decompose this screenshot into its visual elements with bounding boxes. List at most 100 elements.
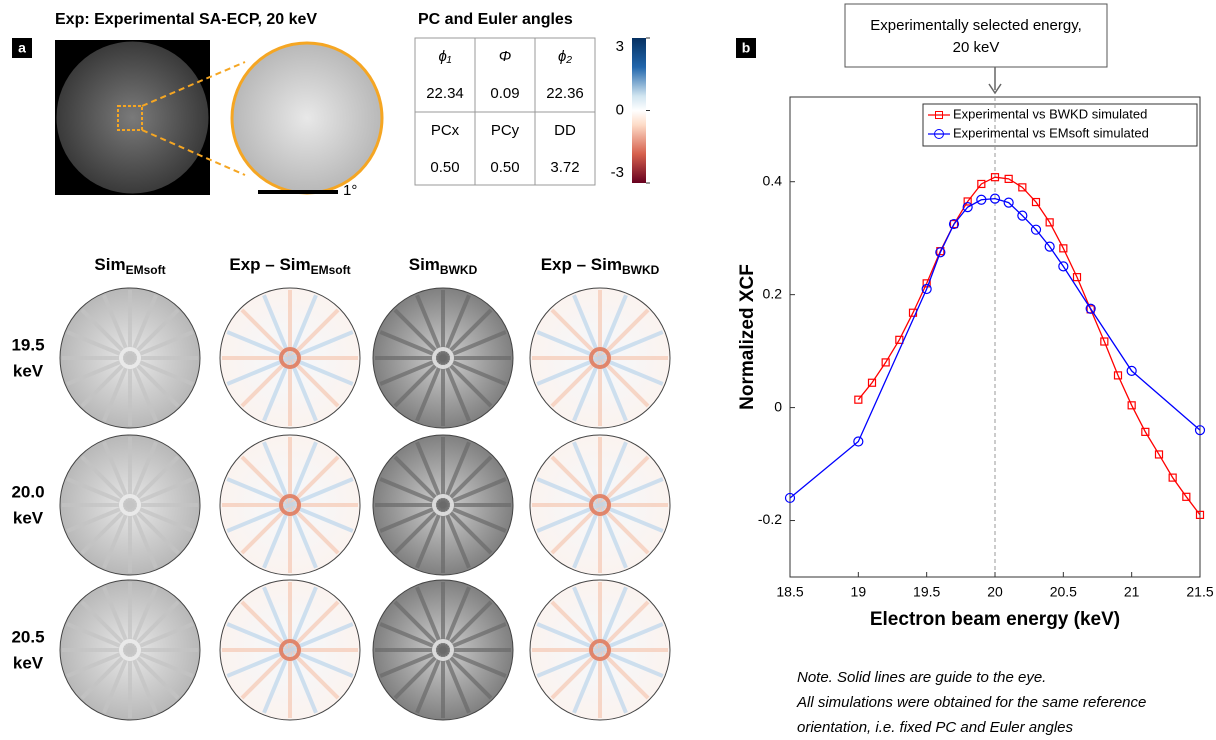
row-label: 20.5 <box>11 627 44 646</box>
marker <box>1085 303 1096 314</box>
marker <box>867 378 877 387</box>
note: orientation, i.e. fixed PC and Euler ang… <box>797 719 1073 735</box>
marker <box>1030 224 1042 235</box>
row-label: keV <box>13 361 44 380</box>
marker <box>1194 425 1206 436</box>
x-tick-label: 21.5 <box>1186 584 1213 600</box>
table-cell: ϕ₂ <box>558 48 572 65</box>
pattern-band <box>379 477 507 533</box>
panel-title: Exp: Experimental SA-ECP, 20 keV <box>55 11 317 28</box>
colorbar <box>632 38 646 183</box>
pattern-band <box>536 330 664 386</box>
annotation-arrowhead <box>988 83 1002 95</box>
pattern-band <box>226 622 354 678</box>
y-tick-label: 0 <box>774 398 782 414</box>
marker <box>1059 244 1068 253</box>
table-cell: 0.50 <box>430 159 459 176</box>
pattern-center <box>119 347 141 369</box>
column-header-sub: BWKD <box>622 263 660 277</box>
pattern-center <box>279 347 301 369</box>
table-cell: 0.50 <box>490 159 519 176</box>
table-cell: PCx <box>431 122 460 139</box>
marker <box>1126 365 1137 376</box>
pattern-band <box>66 477 194 533</box>
marker <box>990 173 1000 182</box>
table-cell: 0.09 <box>490 85 519 102</box>
marker <box>1045 218 1054 227</box>
marker <box>1195 510 1205 519</box>
legend-label: Experimental vs BWKD simulated <box>953 106 1147 121</box>
marker <box>895 335 904 344</box>
pattern-center <box>589 639 611 661</box>
y-tick-label: -0.2 <box>758 511 782 527</box>
row-label: 20.0 <box>11 482 44 501</box>
marker <box>1017 210 1028 221</box>
marker <box>853 436 864 447</box>
series-line <box>789 197 1201 499</box>
marker <box>784 492 796 504</box>
table-cell: 3.72 <box>550 159 579 176</box>
annotation: 20 keV <box>953 39 1000 56</box>
pattern-band <box>66 622 194 678</box>
pattern-center <box>279 494 301 516</box>
x-axis-label: Electron beam energy (keV) <box>870 609 1120 630</box>
marker <box>935 247 946 258</box>
pattern-center <box>589 494 611 516</box>
marker <box>1154 450 1164 459</box>
column-header: SimEMsoft <box>94 255 165 277</box>
column-header-sub: BWKD <box>440 263 478 277</box>
pattern-center <box>432 494 454 516</box>
pattern-center <box>432 639 454 661</box>
marker <box>881 358 890 367</box>
column-header-main: Exp – Sim <box>541 255 622 274</box>
marker <box>1182 492 1191 501</box>
colorbar-tick-label: 0 <box>616 101 624 118</box>
column-header-main: Sim <box>94 255 125 274</box>
column-header-main: Exp – Sim <box>229 255 310 274</box>
marker <box>1141 427 1150 436</box>
table-cell: 22.36 <box>546 85 584 102</box>
pattern-center <box>589 347 611 369</box>
note: All simulations were obtained for the sa… <box>796 694 1146 711</box>
marker <box>1031 197 1041 207</box>
y-axis-label: Normalized XCF <box>737 264 758 410</box>
marker <box>949 219 959 229</box>
row-label: keV <box>13 653 44 672</box>
panel-label-box <box>736 38 756 58</box>
legend-marker <box>934 129 944 139</box>
zoom-image <box>230 41 384 195</box>
marker <box>1018 183 1027 192</box>
exp-image <box>56 41 209 194</box>
pattern-center <box>119 639 141 661</box>
pattern-center <box>279 639 301 661</box>
pattern-center <box>432 347 454 369</box>
zoom-box <box>117 105 143 131</box>
marker <box>1127 401 1136 410</box>
annotation-box <box>844 3 1108 68</box>
marker <box>1004 174 1013 183</box>
y-tick-label: 0.4 <box>763 172 783 188</box>
marker <box>1100 337 1109 346</box>
annotation: Experimentally selected energy, <box>870 17 1082 34</box>
marker <box>1003 197 1014 208</box>
pattern-band <box>379 330 507 386</box>
pattern-band <box>379 622 507 678</box>
column-header-main: Sim <box>409 255 440 274</box>
colorbar-tick-label: 3 <box>616 38 624 55</box>
marker <box>922 279 931 288</box>
legend-box <box>922 103 1198 147</box>
marker <box>1044 241 1055 252</box>
panel-label: b <box>742 40 751 56</box>
pattern-band <box>536 477 664 533</box>
table-cell: DD <box>554 122 576 139</box>
marker <box>962 202 973 213</box>
marker <box>976 194 987 205</box>
pattern-band <box>66 330 194 386</box>
table-cell: PCy <box>491 122 520 139</box>
pattern-band <box>536 622 664 678</box>
x-tick-label: 21 <box>1124 584 1140 600</box>
row-label: keV <box>13 508 44 527</box>
marker <box>948 218 960 230</box>
scale-bar-label: 1° <box>343 182 357 199</box>
